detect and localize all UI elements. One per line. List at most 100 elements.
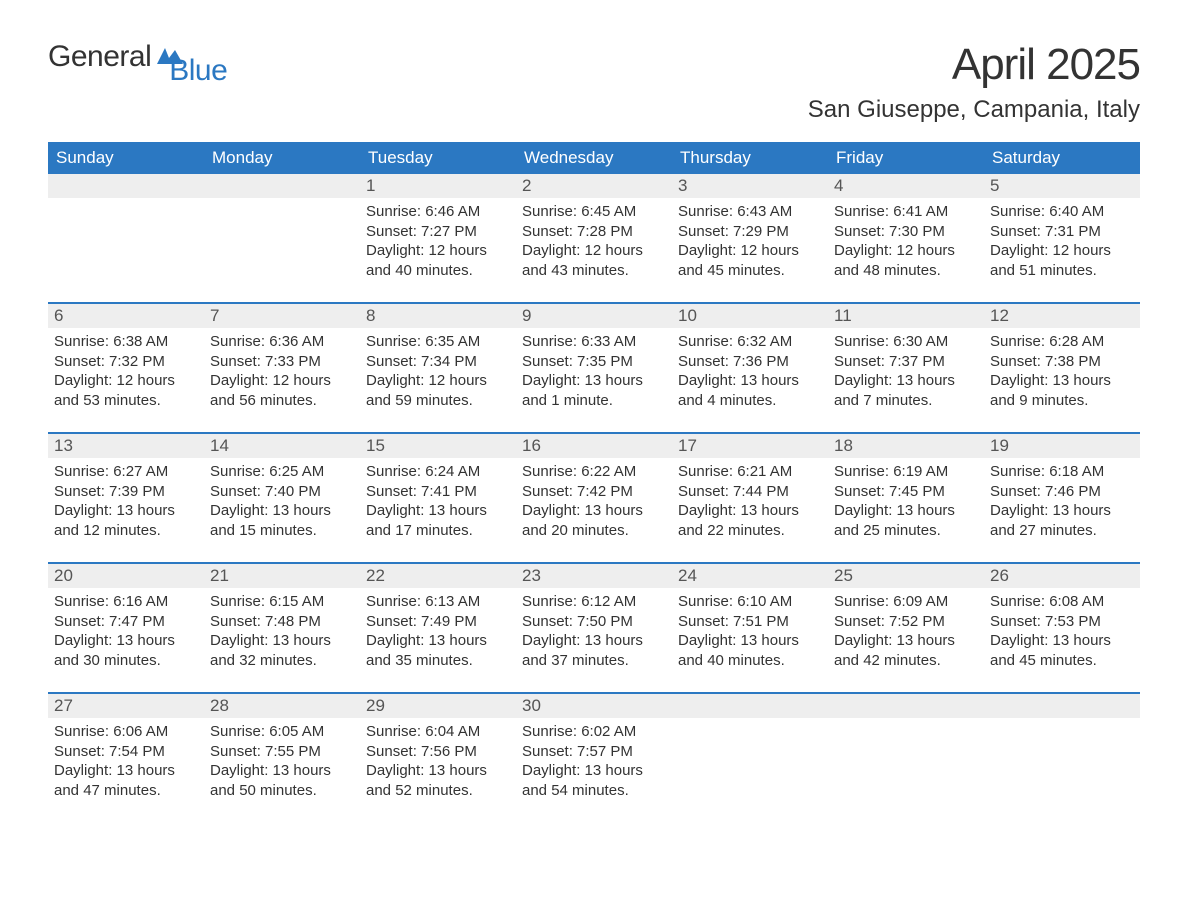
day-number: 3: [672, 174, 828, 198]
daylight-text: Daylight: 13 hours and 1 minute.: [522, 371, 666, 410]
sunset-text: Sunset: 7:57 PM: [522, 742, 666, 762]
sunrise-text: Sunrise: 6:32 AM: [678, 332, 822, 352]
daylight-text: Daylight: 13 hours and 54 minutes.: [522, 761, 666, 800]
sunrise-text: Sunrise: 6:43 AM: [678, 202, 822, 222]
day-number: 13: [48, 434, 204, 458]
weekday-wednesday: Wednesday: [516, 142, 672, 174]
sunset-text: Sunset: 7:56 PM: [366, 742, 510, 762]
sunrise-text: Sunrise: 6:35 AM: [366, 332, 510, 352]
day-cell: Sunrise: 6:06 AMSunset: 7:54 PMDaylight:…: [48, 718, 204, 822]
day-cell: Sunrise: 6:46 AMSunset: 7:27 PMDaylight:…: [360, 198, 516, 302]
logo-text-blue: Blue: [169, 54, 227, 88]
day-cell: Sunrise: 6:33 AMSunset: 7:35 PMDaylight:…: [516, 328, 672, 432]
day-empty-body: [828, 718, 984, 822]
week-row: 20212223242526Sunrise: 6:16 AMSunset: 7:…: [48, 562, 1140, 692]
sunrise-text: Sunrise: 6:21 AM: [678, 462, 822, 482]
day-cell: Sunrise: 6:30 AMSunset: 7:37 PMDaylight:…: [828, 328, 984, 432]
sunset-text: Sunset: 7:48 PM: [210, 612, 354, 632]
location-subtitle: San Giuseppe, Campania, Italy: [808, 96, 1140, 124]
day-cell: Sunrise: 6:08 AMSunset: 7:53 PMDaylight:…: [984, 588, 1140, 692]
daylight-text: Daylight: 12 hours and 43 minutes.: [522, 241, 666, 280]
day-empty: [984, 694, 1140, 718]
day-cell: Sunrise: 6:28 AMSunset: 7:38 PMDaylight:…: [984, 328, 1140, 432]
sunset-text: Sunset: 7:47 PM: [54, 612, 198, 632]
sunset-text: Sunset: 7:31 PM: [990, 222, 1134, 242]
title-block: April 2025 San Giuseppe, Campania, Italy: [808, 40, 1140, 124]
day-cell: Sunrise: 6:15 AMSunset: 7:48 PMDaylight:…: [204, 588, 360, 692]
sunrise-text: Sunrise: 6:45 AM: [522, 202, 666, 222]
day-cell: Sunrise: 6:05 AMSunset: 7:55 PMDaylight:…: [204, 718, 360, 822]
week-row: 13141516171819Sunrise: 6:27 AMSunset: 7:…: [48, 432, 1140, 562]
day-cell: Sunrise: 6:32 AMSunset: 7:36 PMDaylight:…: [672, 328, 828, 432]
day-empty-body: [204, 198, 360, 302]
sunrise-text: Sunrise: 6:36 AM: [210, 332, 354, 352]
daylight-text: Daylight: 12 hours and 56 minutes.: [210, 371, 354, 410]
header-bar: General Blue April 2025 San Giuseppe, Ca…: [48, 40, 1140, 124]
sunset-text: Sunset: 7:35 PM: [522, 352, 666, 372]
sunset-text: Sunset: 7:32 PM: [54, 352, 198, 372]
daylight-text: Daylight: 13 hours and 42 minutes.: [834, 631, 978, 670]
day-cell: Sunrise: 6:18 AMSunset: 7:46 PMDaylight:…: [984, 458, 1140, 562]
day-number: 2: [516, 174, 672, 198]
day-number: 12: [984, 304, 1140, 328]
day-number: 17: [672, 434, 828, 458]
month-title: April 2025: [808, 40, 1140, 90]
sunrise-text: Sunrise: 6:30 AM: [834, 332, 978, 352]
day-cell: Sunrise: 6:27 AMSunset: 7:39 PMDaylight:…: [48, 458, 204, 562]
daylight-text: Daylight: 13 hours and 22 minutes.: [678, 501, 822, 540]
sunrise-text: Sunrise: 6:13 AM: [366, 592, 510, 612]
day-cell: Sunrise: 6:16 AMSunset: 7:47 PMDaylight:…: [48, 588, 204, 692]
daylight-text: Daylight: 13 hours and 9 minutes.: [990, 371, 1134, 410]
sunset-text: Sunset: 7:29 PM: [678, 222, 822, 242]
sunset-text: Sunset: 7:44 PM: [678, 482, 822, 502]
weeks-container: 12345Sunrise: 6:46 AMSunset: 7:27 PMDayl…: [48, 174, 1140, 822]
day-number: 14: [204, 434, 360, 458]
sunset-text: Sunset: 7:37 PM: [834, 352, 978, 372]
daylight-text: Daylight: 13 hours and 15 minutes.: [210, 501, 354, 540]
sunrise-text: Sunrise: 6:02 AM: [522, 722, 666, 742]
sunrise-text: Sunrise: 6:06 AM: [54, 722, 198, 742]
sunrise-text: Sunrise: 6:16 AM: [54, 592, 198, 612]
daylight-text: Daylight: 13 hours and 45 minutes.: [990, 631, 1134, 670]
sunrise-text: Sunrise: 6:24 AM: [366, 462, 510, 482]
sunrise-text: Sunrise: 6:04 AM: [366, 722, 510, 742]
sunrise-text: Sunrise: 6:10 AM: [678, 592, 822, 612]
daylight-text: Daylight: 12 hours and 51 minutes.: [990, 241, 1134, 280]
sunrise-text: Sunrise: 6:19 AM: [834, 462, 978, 482]
logo-text-general: General: [48, 40, 151, 74]
day-cell: Sunrise: 6:21 AMSunset: 7:44 PMDaylight:…: [672, 458, 828, 562]
weekday-thursday: Thursday: [672, 142, 828, 174]
day-number: 29: [360, 694, 516, 718]
day-number: 25: [828, 564, 984, 588]
sunset-text: Sunset: 7:30 PM: [834, 222, 978, 242]
day-number: 26: [984, 564, 1140, 588]
day-number: 4: [828, 174, 984, 198]
day-cell: Sunrise: 6:40 AMSunset: 7:31 PMDaylight:…: [984, 198, 1140, 302]
sunset-text: Sunset: 7:46 PM: [990, 482, 1134, 502]
day-number: 6: [48, 304, 204, 328]
day-empty: [48, 174, 204, 198]
daylight-text: Daylight: 13 hours and 35 minutes.: [366, 631, 510, 670]
sunset-text: Sunset: 7:49 PM: [366, 612, 510, 632]
sunrise-text: Sunrise: 6:46 AM: [366, 202, 510, 222]
day-cell: Sunrise: 6:02 AMSunset: 7:57 PMDaylight:…: [516, 718, 672, 822]
sunset-text: Sunset: 7:38 PM: [990, 352, 1134, 372]
daylight-text: Daylight: 13 hours and 4 minutes.: [678, 371, 822, 410]
weekday-tuesday: Tuesday: [360, 142, 516, 174]
day-number: 22: [360, 564, 516, 588]
day-number: 24: [672, 564, 828, 588]
sunrise-text: Sunrise: 6:08 AM: [990, 592, 1134, 612]
day-number: 9: [516, 304, 672, 328]
sunset-text: Sunset: 7:28 PM: [522, 222, 666, 242]
sunrise-text: Sunrise: 6:09 AM: [834, 592, 978, 612]
daylight-text: Daylight: 13 hours and 37 minutes.: [522, 631, 666, 670]
day-number: 19: [984, 434, 1140, 458]
day-cell: Sunrise: 6:43 AMSunset: 7:29 PMDaylight:…: [672, 198, 828, 302]
day-number: 18: [828, 434, 984, 458]
daylight-text: Daylight: 13 hours and 40 minutes.: [678, 631, 822, 670]
day-number: 28: [204, 694, 360, 718]
sunset-text: Sunset: 7:51 PM: [678, 612, 822, 632]
day-empty: [828, 694, 984, 718]
sunset-text: Sunset: 7:52 PM: [834, 612, 978, 632]
sunrise-text: Sunrise: 6:25 AM: [210, 462, 354, 482]
